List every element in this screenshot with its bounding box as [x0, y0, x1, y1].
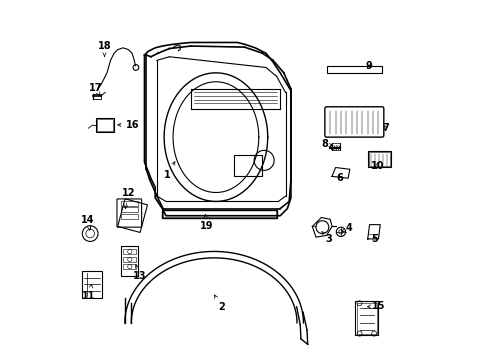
Bar	[93, 94, 101, 99]
Bar	[123, 257, 136, 262]
Bar	[97, 119, 113, 131]
Bar	[82, 271, 102, 298]
Bar	[356, 303, 376, 334]
Bar	[121, 207, 138, 212]
Text: 5: 5	[371, 234, 378, 244]
Bar	[354, 301, 378, 336]
Bar	[121, 246, 138, 276]
Text: 19: 19	[200, 214, 213, 231]
Text: 18: 18	[98, 41, 111, 57]
Bar	[326, 66, 381, 73]
Bar	[367, 152, 390, 167]
Bar	[118, 199, 147, 233]
Bar	[162, 210, 276, 217]
Text: 9: 9	[365, 61, 371, 71]
Text: 15: 15	[366, 301, 385, 311]
Text: 7: 7	[382, 123, 388, 133]
Bar	[123, 249, 136, 254]
Bar	[96, 118, 114, 132]
Text: 4: 4	[341, 223, 352, 233]
Bar	[121, 214, 138, 219]
Text: 1: 1	[164, 162, 175, 180]
Text: 10: 10	[370, 161, 384, 171]
Text: 13: 13	[133, 265, 146, 282]
Bar	[121, 201, 138, 206]
Bar	[123, 264, 136, 269]
Text: 6: 6	[336, 173, 343, 183]
Text: 2: 2	[214, 295, 224, 312]
Text: 17: 17	[89, 83, 102, 96]
Text: 16: 16	[118, 120, 140, 130]
Text: 3: 3	[321, 231, 332, 244]
Text: 12: 12	[122, 188, 135, 209]
Bar	[233, 155, 262, 176]
Bar	[163, 210, 275, 217]
Text: 11: 11	[81, 284, 95, 301]
Text: 14: 14	[81, 215, 95, 230]
Text: 8: 8	[321, 139, 332, 149]
Bar	[368, 153, 389, 166]
